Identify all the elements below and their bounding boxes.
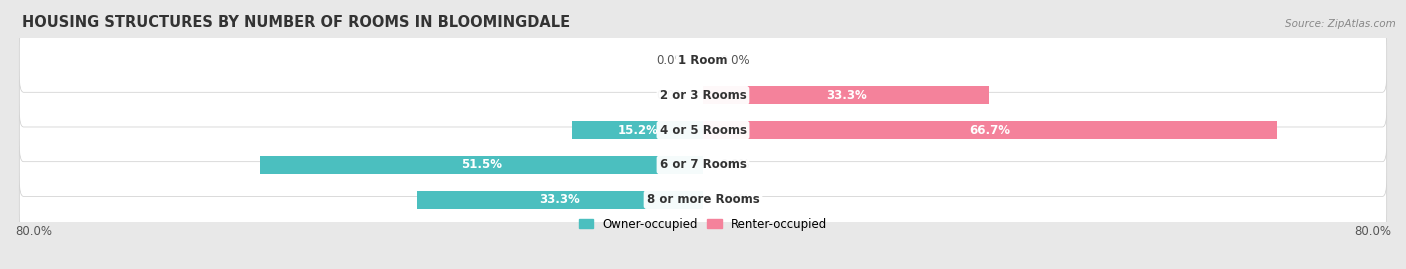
Bar: [416, 190, 703, 208]
Text: 8 or more Rooms: 8 or more Rooms: [647, 193, 759, 206]
Text: 2 or 3 Rooms: 2 or 3 Rooms: [659, 89, 747, 102]
Bar: [572, 121, 703, 139]
Legend: Owner-occupied, Renter-occupied: Owner-occupied, Renter-occupied: [579, 218, 827, 231]
Text: 66.7%: 66.7%: [969, 124, 1011, 137]
FancyBboxPatch shape: [20, 29, 1386, 92]
Text: 0.0%: 0.0%: [720, 158, 749, 171]
Text: 80.0%: 80.0%: [15, 225, 52, 238]
Bar: [703, 121, 1277, 139]
Bar: [703, 86, 990, 104]
FancyBboxPatch shape: [20, 98, 1386, 162]
FancyBboxPatch shape: [20, 133, 1386, 196]
Text: 51.5%: 51.5%: [461, 158, 502, 171]
Text: 15.2%: 15.2%: [617, 124, 658, 137]
Text: 80.0%: 80.0%: [1354, 225, 1391, 238]
Text: Source: ZipAtlas.com: Source: ZipAtlas.com: [1285, 19, 1396, 29]
Bar: [260, 156, 703, 174]
Text: 33.3%: 33.3%: [825, 89, 866, 102]
Text: 33.3%: 33.3%: [540, 193, 581, 206]
FancyBboxPatch shape: [20, 64, 1386, 127]
Text: 0.0%: 0.0%: [720, 54, 749, 67]
FancyBboxPatch shape: [20, 168, 1386, 231]
Text: 0.0%: 0.0%: [720, 193, 749, 206]
Text: 6 or 7 Rooms: 6 or 7 Rooms: [659, 158, 747, 171]
Text: 0.0%: 0.0%: [657, 89, 686, 102]
Text: 1 Room: 1 Room: [678, 54, 728, 67]
Text: 4 or 5 Rooms: 4 or 5 Rooms: [659, 124, 747, 137]
Text: 0.0%: 0.0%: [657, 54, 686, 67]
Text: HOUSING STRUCTURES BY NUMBER OF ROOMS IN BLOOMINGDALE: HOUSING STRUCTURES BY NUMBER OF ROOMS IN…: [22, 15, 569, 30]
